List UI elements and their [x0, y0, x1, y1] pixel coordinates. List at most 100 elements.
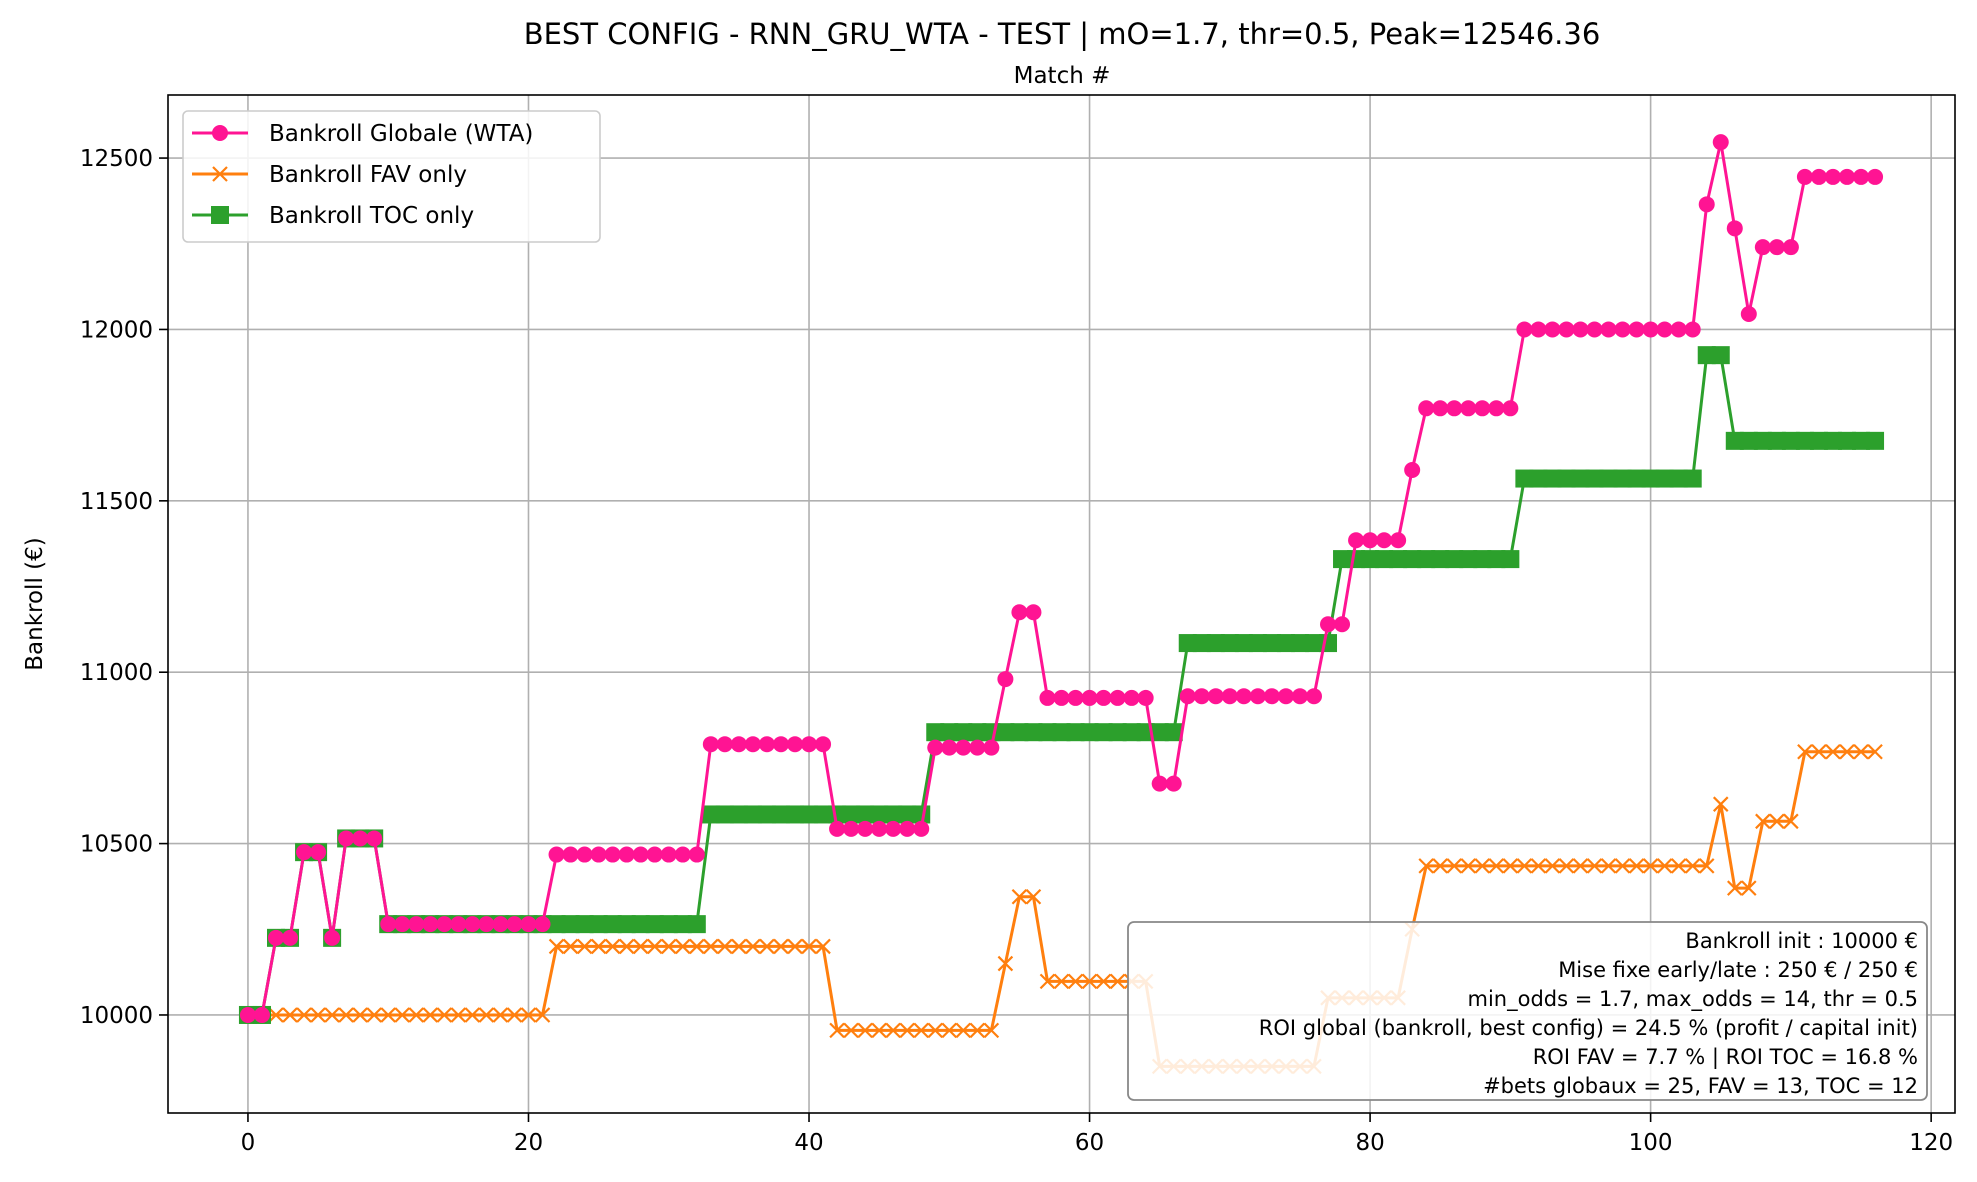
- data-point: [1053, 689, 1070, 706]
- data-point: [1276, 634, 1295, 653]
- data-point: [1221, 688, 1238, 705]
- data-point: [1067, 973, 1084, 990]
- data-point: [478, 916, 495, 933]
- data-point: [941, 739, 958, 756]
- data-point: [1488, 400, 1505, 417]
- data-point: [1459, 550, 1478, 569]
- annotation-line: Bankroll init : 10000 €: [1685, 929, 1918, 953]
- data-point: [1123, 689, 1140, 706]
- data-point: [843, 820, 860, 837]
- annotation-line: min_odds = 1.7, max_odds = 14, thr = 0.5: [1468, 987, 1919, 1012]
- data-point: [1740, 306, 1757, 323]
- data-point: [422, 916, 439, 933]
- data-point: [1024, 723, 1043, 742]
- data-point: [1544, 321, 1561, 338]
- data-point: [253, 1006, 270, 1023]
- data-point: [380, 916, 397, 933]
- data-point: [688, 846, 705, 863]
- data-point: [534, 1007, 551, 1023]
- data-point: [773, 938, 789, 955]
- data-point: [785, 805, 804, 824]
- data-point: [1109, 689, 1126, 706]
- data-point: [1011, 888, 1028, 905]
- y-axis-label: Bankroll (€): [22, 537, 48, 670]
- data-point: [857, 820, 874, 837]
- data-point: [492, 916, 509, 933]
- data-point: [1248, 634, 1267, 653]
- data-point: [1417, 550, 1436, 569]
- data-point: [1403, 550, 1422, 569]
- data-point: [1165, 775, 1182, 792]
- legend: Bankroll Globale (WTA) Bankroll FAV only B…: [182, 110, 601, 243]
- data-point: [1262, 634, 1281, 653]
- data-point: [1137, 689, 1154, 706]
- data-point: [646, 846, 663, 863]
- data-point: [1755, 813, 1771, 830]
- data-point: [1627, 469, 1646, 488]
- data-point: [1797, 743, 1813, 760]
- legend-box: [182, 110, 601, 243]
- data-point: [1207, 688, 1224, 705]
- data-point: [1838, 168, 1855, 185]
- data-point: [1432, 400, 1449, 417]
- data-point: [1460, 858, 1477, 874]
- data-point: [1446, 400, 1463, 417]
- data-point: [829, 820, 846, 837]
- x-tick-label: 0: [241, 1130, 256, 1156]
- data-point: [1769, 813, 1785, 830]
- x-tick-label: 20: [514, 1130, 543, 1156]
- data-point: [268, 1007, 284, 1023]
- data-point: [673, 915, 692, 934]
- data-point: [1038, 723, 1057, 742]
- data-point: [590, 846, 607, 863]
- annotation-line: Mise fixe early/late : 250 € / 250 €: [1558, 958, 1918, 982]
- data-point: [843, 1022, 859, 1039]
- data-point: [239, 1006, 256, 1023]
- data-point: [394, 1007, 411, 1023]
- data-point: [1641, 469, 1660, 488]
- data-point: [338, 830, 355, 847]
- data-point: [576, 938, 593, 955]
- data-point: [1768, 239, 1785, 256]
- data-point: [659, 915, 678, 934]
- data-point: [646, 938, 663, 955]
- x-tick-label: 100: [1629, 1130, 1673, 1156]
- data-point: [632, 846, 649, 863]
- x-axis-label: Match #: [1014, 63, 1111, 89]
- data-point: [884, 805, 903, 824]
- y-tick-label: 11000: [80, 660, 153, 686]
- data-point: [324, 929, 341, 946]
- data-point: [464, 1007, 481, 1023]
- chart-title: BEST CONFIG - RNN_GRU_WTA - TEST | mO=1.…: [524, 17, 1601, 51]
- data-point: [730, 736, 747, 753]
- data-point: [1572, 858, 1589, 874]
- data-point: [1753, 431, 1772, 450]
- annotation-box: Bankroll init : 10000 € Mise fixe early/l…: [1127, 921, 1928, 1101]
- data-point: [926, 723, 945, 742]
- data-point: [1852, 431, 1871, 450]
- data-point: [983, 1022, 1000, 1039]
- data-point: [731, 938, 747, 955]
- annotation-line: ROI FAV = 7.7 % | ROI TOC = 16.8 %: [1533, 1045, 1918, 1070]
- data-point: [703, 938, 719, 955]
- data-point: [548, 846, 565, 863]
- data-point: [408, 916, 425, 933]
- data-point: [1362, 532, 1379, 549]
- data-point: [772, 736, 789, 753]
- data-point: [436, 1007, 453, 1023]
- data-point: [492, 1007, 509, 1023]
- data-point: [729, 805, 748, 824]
- data-point: [422, 1007, 439, 1023]
- data-point: [1684, 858, 1701, 874]
- data-point: [1193, 688, 1210, 705]
- data-point: [576, 846, 593, 863]
- data-point: [1390, 532, 1407, 549]
- data-point: [1445, 550, 1464, 569]
- data-point: [1670, 858, 1687, 874]
- data-point: [1488, 858, 1505, 874]
- data-point: [1192, 634, 1211, 653]
- data-point: [913, 820, 930, 837]
- data-point: [1025, 888, 1042, 905]
- data-point: [814, 805, 833, 824]
